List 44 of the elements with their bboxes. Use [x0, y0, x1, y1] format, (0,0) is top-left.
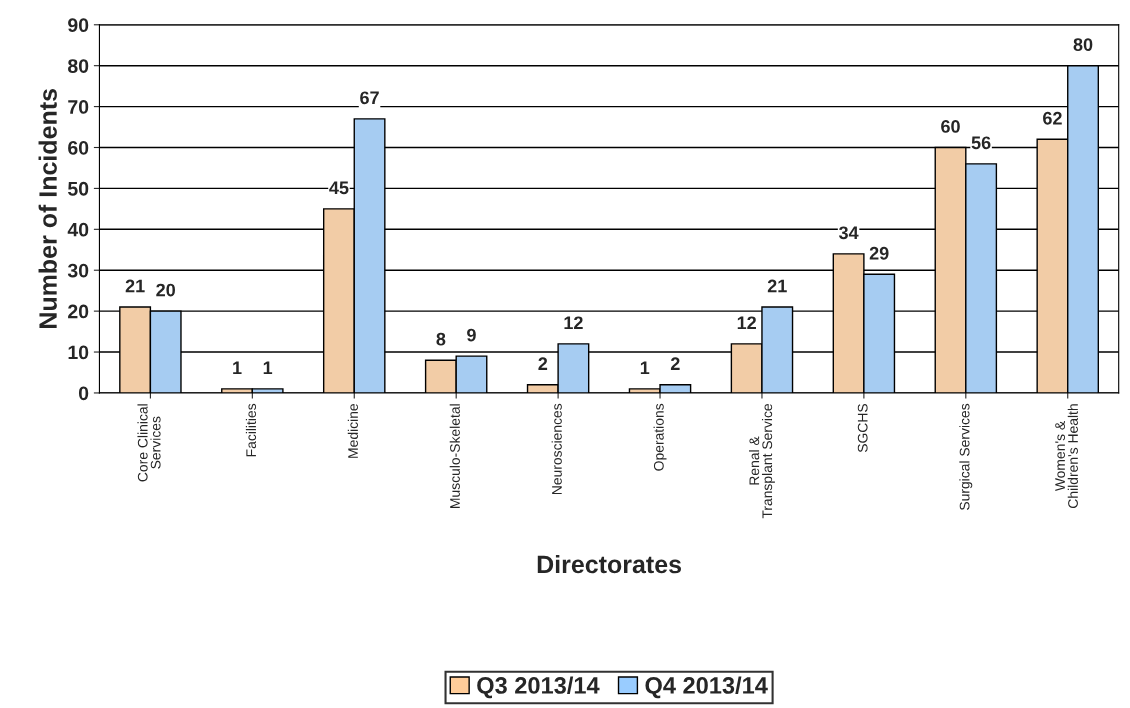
- x-tick-label: Facilities: [245, 403, 257, 457]
- x-tick-label: Medicine: [347, 403, 358, 458]
- data-label: 56: [971, 136, 991, 150]
- data-label: 34: [838, 226, 859, 240]
- x-tick-label: Surgical Services: [959, 403, 973, 511]
- data-label: 80: [1073, 38, 1093, 52]
- data-label: 62: [1043, 111, 1062, 125]
- x-tick-label: Core Clinical Services: [137, 404, 161, 482]
- data-label: 1: [263, 361, 273, 374]
- y-tick-label: 90: [68, 18, 89, 33]
- legend-label: Q3 2013/14: [477, 676, 600, 699]
- data-label: 29: [869, 246, 889, 260]
- x-tick-label: Renal & Transplant Service: [749, 403, 775, 519]
- data-label: 1: [640, 361, 650, 374]
- y-tick-label: 30: [67, 263, 89, 278]
- data-label: 2: [538, 357, 548, 370]
- y-tick-label: 80: [68, 59, 89, 73]
- data-label: 60: [941, 120, 960, 133]
- y-tick-label: 50: [68, 181, 89, 196]
- legend-label: Q4 2013/14: [645, 676, 768, 699]
- data-label: 21: [767, 279, 787, 293]
- data-label: 67: [360, 91, 379, 105]
- x-tick-label: Musculo-Skeletal: [449, 404, 460, 508]
- data-label: 1: [233, 361, 242, 374]
- data-label: 45: [329, 181, 349, 195]
- data-label: 21: [125, 279, 145, 293]
- x-tick-label: Neurosciences: [551, 403, 562, 495]
- data-label: 8: [436, 332, 446, 346]
- x-tick-label: SGCHS: [857, 404, 868, 453]
- y-tick-label: 0: [78, 386, 89, 401]
- data-label: 12: [737, 316, 756, 329]
- y-tick-label: 60: [68, 140, 89, 155]
- data-label: 12: [564, 316, 583, 329]
- x-tick-label: Operations: [653, 403, 667, 471]
- y-tick-label: 40: [67, 222, 89, 237]
- data-label: 9: [467, 328, 476, 342]
- x-axis-title: Directorates: [537, 554, 681, 574]
- x-tick-label: Women's & Children's Health: [1055, 404, 1078, 508]
- y-tick-label: 10: [68, 345, 89, 360]
- data-label: 20: [156, 283, 175, 297]
- y-tick-label: 70: [68, 100, 89, 114]
- data-label: 2: [670, 357, 680, 370]
- y-tick-label: 20: [68, 304, 89, 319]
- y-axis-title: Number of Incidents: [38, 89, 57, 329]
